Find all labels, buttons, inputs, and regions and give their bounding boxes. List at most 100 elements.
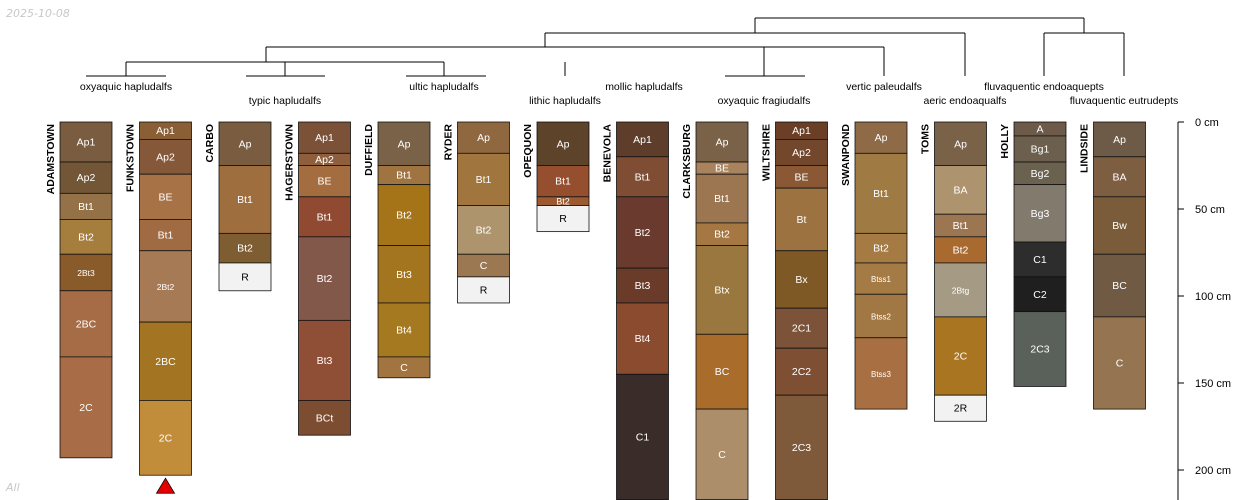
horizon-label: 2C [159,432,173,444]
horizon-bt2 [298,236,351,321]
horizon-label: R [241,271,249,283]
horizon-2c3 [775,394,828,500]
horizon-bt2 [218,232,272,264]
horizon-bt2 [934,236,987,264]
horizon-ap [377,121,431,166]
horizon-label: Bt1 [873,188,889,200]
horizon-label: Ap2 [315,154,334,166]
horizon-label: Ap [875,132,888,144]
horizon-label: Bg1 [1031,143,1050,155]
horizon-be [139,173,192,220]
horizon-2c2 [775,347,828,396]
profile-name: SWANPOND [840,124,852,186]
horizon-label: Ap [954,138,967,150]
taxonomy-labels: oxyaquic hapludalfs typic hapludalfs ultic… [80,81,1178,107]
axis-tick-label: 150 cm [1195,378,1231,390]
profile-duffield: DUFFIELD Ap Bt1 Bt2 Bt3 Bt4 C [363,121,431,379]
horizon-label: Bt2 [476,224,492,236]
horizon-label: Ap1 [315,132,334,144]
horizon-label: C1 [636,431,650,443]
horizon-c [377,356,431,379]
horizon-label: Bt2 [237,243,253,255]
horizon-ap [536,121,590,166]
horizon-ba [1093,156,1146,198]
horizon-bt3 [616,267,669,304]
horizon-label: Bx [795,274,808,286]
profile-name: LINDSIDE [1079,124,1091,173]
taxonomy-label: ultic hapludalfs [409,81,478,93]
horizon-label: Bt1 [396,170,412,182]
profile-clarksburg: CLARKSBURG Ap BE Bt1 Bt2 Btx BC C [681,121,749,500]
horizon-label: Bt1 [555,176,571,188]
horizon-label: BE [317,176,331,188]
horizon-label: C [400,362,408,374]
horizon-bt3 [298,319,351,401]
profile-toms: TOMS Ap BA Bt1 Bt2 2Btg 2C 2R [920,121,987,422]
horizon-label: BE [794,171,808,183]
profile-name: CLARKSBURG [681,124,693,199]
horizon-bt3 [377,245,431,304]
profile-ryder: RYDER Ap Bt1 Bt2 CR [443,121,510,304]
horizon-label: C [1116,357,1124,369]
profiles: ADAMSTOWN Ap1 Ap2 Bt1 Bt2 2Bt3 2BC 2C FUNKSTOWN A… [45,121,1146,500]
horizon-label: Ap [477,132,490,144]
horizon-label: Bt4 [396,324,412,336]
horizon-label: Bt2 [714,229,730,241]
horizon-btss1 [854,262,908,295]
horizon-label: R [480,284,488,296]
profile-name: TOMS [920,124,932,154]
horizon-label: R [559,213,567,225]
horizon-label: Btss1 [871,275,892,284]
taxonomy-label: aeric endoaqualfs [924,95,1007,107]
profile-hagerstown: HAGERSTOWN Ap1 Ap2 BE Bt1 Bt2 Bt3 BCt [284,121,351,436]
horizon-ap [934,121,987,166]
profile-carbo: CARBO Ap Bt1 Bt2 R [204,121,272,292]
horizon-bt1 [616,156,669,198]
horizon-btss2 [854,293,908,339]
profile-name: DUFFIELD [363,124,375,176]
horizon-bt2 [59,219,113,255]
horizon-label: Bt3 [317,355,333,367]
horizon-label: Bt2 [873,243,889,255]
horizon-label: 2C [79,402,93,414]
depth-axis: 0 cm 50 cm 100 cm 150 cm 200 cm [1177,117,1231,500]
horizon-label: Ap1 [792,125,811,137]
horizon-label: 2BC [76,318,97,330]
date-label: 2025-10-08 [6,7,70,20]
profile-name: OPEQUON [522,124,534,178]
horizon-label: 2Btg [952,285,970,295]
profile-benevola: BENEVOLA Ap1 Bt1 Bt2 Bt3 Bt4 C1 [602,121,669,500]
horizon-label: Btss3 [871,370,892,379]
horizon-r [457,276,510,304]
horizon-label: BC [1112,280,1127,292]
horizon-label: Bt [797,214,807,226]
horizon-2c [934,316,987,396]
horizon-bx [775,250,828,309]
truncation-marker [155,477,176,494]
horizon-bt2 [377,184,431,246]
horizon-bt4 [616,302,669,375]
horizon-bg3 [1013,184,1067,243]
horizon-c [695,408,749,500]
taxonomy-label: lithic hapludalfs [529,95,601,107]
horizon-btss3 [854,337,908,410]
taxonomy-label: fluvaquentic eutrudepts [1070,95,1179,107]
horizon-label: 2C2 [792,366,811,378]
horizon-label: Ap [1113,134,1126,146]
horizon-2bc [59,290,113,358]
group-label: All [6,481,20,494]
taxonomy-label: fluvaquentic endoaquepts [984,81,1104,93]
axis-tick-label: 200 cm [1195,465,1231,477]
profile-name: BENEVOLA [602,124,614,183]
horizon-label: Bt2 [396,210,412,222]
profile-adamstown: ADAMSTOWN Ap1 Ap2 Bt1 Bt2 2Bt3 2BC 2C [45,121,113,459]
horizon-label: C1 [1033,254,1047,266]
taxonomy-label: mollic hapludalfs [605,81,683,93]
horizon-label: Bt1 [635,171,651,183]
horizon-bt1 [536,165,590,198]
horizon-label: A [1036,123,1043,135]
horizon-ap [1093,121,1146,158]
horizon-label: Bt1 [317,211,333,223]
taxonomy-label: typic hapludalfs [249,95,321,107]
horizon-label: BA [1112,171,1126,183]
